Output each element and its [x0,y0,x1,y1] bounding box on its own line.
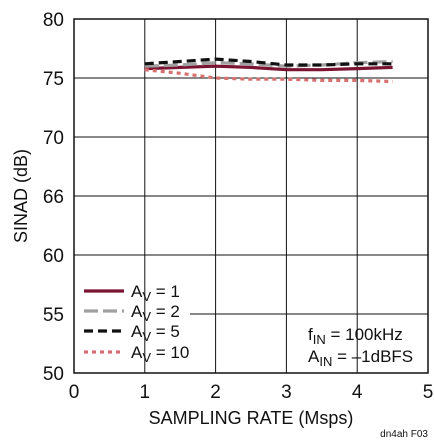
x-tick-labels: 0 1 2 3 4 5 [69,382,434,403]
y-tick-label-75: 75 [43,69,64,90]
series-line-av-10 [144,68,393,84]
y-axis-label: SINAD (dB) [11,149,31,243]
y-tick-label-66: 66 [43,187,64,208]
legend-entry-4: AV = 10 [131,343,189,365]
x-tick-label-2: 2 [210,382,221,403]
series-line-av-1 [144,64,393,72]
x-tick-label-5: 5 [423,382,434,403]
y-tick-labels: 80 75 70 66 60 55 50 [43,10,64,385]
annotation-2: AIN = –1dBFS [308,347,413,369]
y-tick-label-50: 50 [43,364,64,385]
legend-entry-1: AV = 1 [131,282,180,304]
y-tick-label-55: 55 [43,305,64,326]
y-tick-label-70: 70 [43,128,64,149]
legend: AV = 1AV = 2AV = 5AV = 10 [84,282,189,365]
x-tick-label-3: 3 [281,382,292,403]
figure-code: dn4ah F03 [380,429,428,440]
series-line-av-2 [144,59,393,68]
x-axis-label: SAMPLING RATE (Msps) [149,408,354,428]
grid-lines [74,19,428,373]
y-tick-label-80: 80 [43,10,64,31]
plot-frame [73,18,429,374]
series-layer [144,57,393,84]
annotation-1: fIN = 100kHz [308,325,403,347]
x-tick-label-1: 1 [140,382,151,403]
legend-entry-3: AV = 5 [131,322,180,344]
x-tick-label-4: 4 [352,382,363,403]
x-tick-label-0: 0 [69,382,80,403]
legend-entry-2: AV = 2 [131,302,180,324]
y-tick-label-60: 60 [43,246,64,267]
